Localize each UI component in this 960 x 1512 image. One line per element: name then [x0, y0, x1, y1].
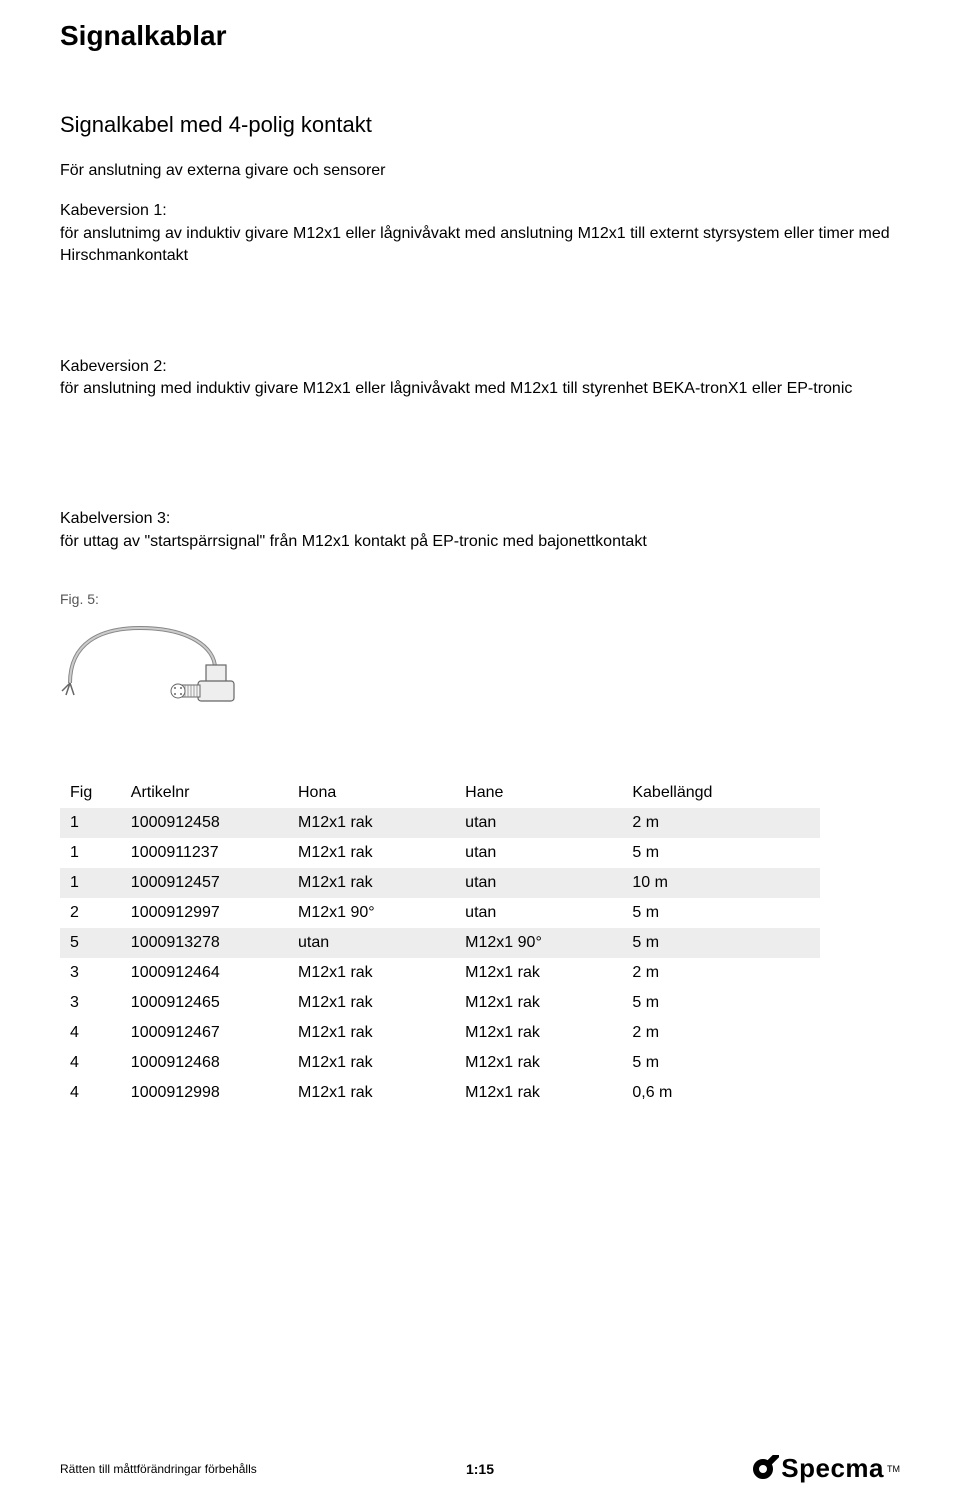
col-fig: Fig: [60, 778, 121, 808]
page-title: Signalkablar: [60, 20, 900, 52]
table-cell: 1000911237: [121, 838, 288, 868]
table-cell: 1000912464: [121, 958, 288, 988]
footer-page-number: 1:15: [466, 1461, 494, 1477]
specma-logo-icon: [749, 1455, 779, 1483]
table-cell: 1000912458: [121, 808, 288, 838]
table-cell: M12x1 rak: [455, 1078, 622, 1108]
table-cell: M12x1 rak: [455, 988, 622, 1018]
col-len: Kabellängd: [622, 778, 820, 808]
specma-logo: SpecmaTM: [749, 1453, 900, 1484]
table-cell: 1000912998: [121, 1078, 288, 1108]
table-cell: 2 m: [622, 958, 820, 988]
table-cell: 1: [60, 808, 121, 838]
col-art: Artikelnr: [121, 778, 288, 808]
table-cell: 1000912997: [121, 898, 288, 928]
table-cell: 4: [60, 1048, 121, 1078]
table-cell: M12x1 rak: [288, 1078, 455, 1108]
table-cell: M12x1 rak: [288, 958, 455, 988]
table-cell: 2: [60, 898, 121, 928]
table-cell: M12x1 90°: [288, 898, 455, 928]
table-cell: 3: [60, 988, 121, 1018]
table-cell: 5 m: [622, 928, 820, 958]
table-cell: utan: [455, 808, 622, 838]
table-row: 11000911237M12x1 rakutan5 m: [60, 838, 820, 868]
subtitle: Signalkabel med 4-polig kontakt: [60, 112, 900, 138]
version3-heading: Kabelversion 3:: [60, 510, 170, 527]
page-footer: Rätten till måttförändringar förbehålls …: [60, 1453, 900, 1484]
table-cell: M12x1 rak: [288, 808, 455, 838]
table-cell: M12x1 rak: [288, 1018, 455, 1048]
table-cell: 1000912468: [121, 1048, 288, 1078]
version2-text: för anslutning med induktiv givare M12x1…: [60, 380, 852, 397]
table-cell: 0,6 m: [622, 1078, 820, 1108]
table-row: 11000912458M12x1 rakutan2 m: [60, 808, 820, 838]
table-row: 41000912998M12x1 rakM12x1 rak0,6 m: [60, 1078, 820, 1108]
table-cell: 1: [60, 868, 121, 898]
table-cell: M12x1 rak: [288, 988, 455, 1018]
figure-label: Fig. 5:: [60, 591, 900, 607]
table-row: 51000913278utanM12x1 90°5 m: [60, 928, 820, 958]
table-cell: 1000912467: [121, 1018, 288, 1048]
version3-block: Kabelversion 3: för uttag av "startspärr…: [60, 508, 900, 553]
col-hona: Hona: [288, 778, 455, 808]
table-row: 31000912464M12x1 rakM12x1 rak2 m: [60, 958, 820, 988]
version1-text: för anslutnimg av induktiv givare M12x1 …: [60, 225, 890, 264]
table-cell: 1000912465: [121, 988, 288, 1018]
table-row: 41000912467M12x1 rakM12x1 rak2 m: [60, 1018, 820, 1048]
table-cell: 5 m: [622, 1048, 820, 1078]
table-cell: 1000913278: [121, 928, 288, 958]
version3-text: för uttag av "startspärrsignal" från M12…: [60, 533, 647, 550]
table-cell: M12x1 90°: [455, 928, 622, 958]
table-row: 21000912997M12x1 90°utan5 m: [60, 898, 820, 928]
footer-left-text: Rätten till måttförändringar förbehålls: [60, 1462, 257, 1476]
table-cell: 2 m: [622, 1018, 820, 1048]
table-cell: 2 m: [622, 808, 820, 838]
intro-text: För anslutning av externa givare och sen…: [60, 160, 900, 182]
cable-table: Fig Artikelnr Hona Hane Kabellängd 11000…: [60, 778, 820, 1108]
table-cell: 1000912457: [121, 868, 288, 898]
table-cell: 4: [60, 1018, 121, 1048]
table-cell: 3: [60, 958, 121, 988]
table-cell: 10 m: [622, 868, 820, 898]
table-cell: 5 m: [622, 838, 820, 868]
version1-heading: Kabeversion 1:: [60, 202, 167, 219]
table-cell: M12x1 rak: [288, 838, 455, 868]
table-cell: 5 m: [622, 898, 820, 928]
table-cell: utan: [288, 928, 455, 958]
table-row: 31000912465M12x1 rakM12x1 rak5 m: [60, 988, 820, 1018]
specma-logo-text: Specma: [781, 1453, 884, 1484]
table-cell: utan: [455, 868, 622, 898]
table-cell: M12x1 rak: [455, 958, 622, 988]
table-cell: 4: [60, 1078, 121, 1108]
table-header-row: Fig Artikelnr Hona Hane Kabellängd: [60, 778, 820, 808]
table-cell: M12x1 rak: [455, 1048, 622, 1078]
version2-block: Kabeversion 2: för anslutning med indukt…: [60, 356, 900, 401]
table-cell: utan: [455, 838, 622, 868]
cable-connector-illustration: [60, 613, 250, 713]
table-cell: M12x1 rak: [288, 1048, 455, 1078]
table-cell: 1: [60, 838, 121, 868]
version1-block: Kabeversion 1: för anslutnimg av indukti…: [60, 200, 900, 267]
table-cell: 5 m: [622, 988, 820, 1018]
table-cell: M12x1 rak: [288, 868, 455, 898]
table-cell: M12x1 rak: [455, 1018, 622, 1048]
table-row: 41000912468M12x1 rakM12x1 rak5 m: [60, 1048, 820, 1078]
version2-heading: Kabeversion 2:: [60, 358, 167, 375]
col-hane: Hane: [455, 778, 622, 808]
tm-mark: TM: [887, 1464, 900, 1474]
table-row: 11000912457M12x1 rakutan10 m: [60, 868, 820, 898]
table-cell: utan: [455, 898, 622, 928]
table-cell: 5: [60, 928, 121, 958]
